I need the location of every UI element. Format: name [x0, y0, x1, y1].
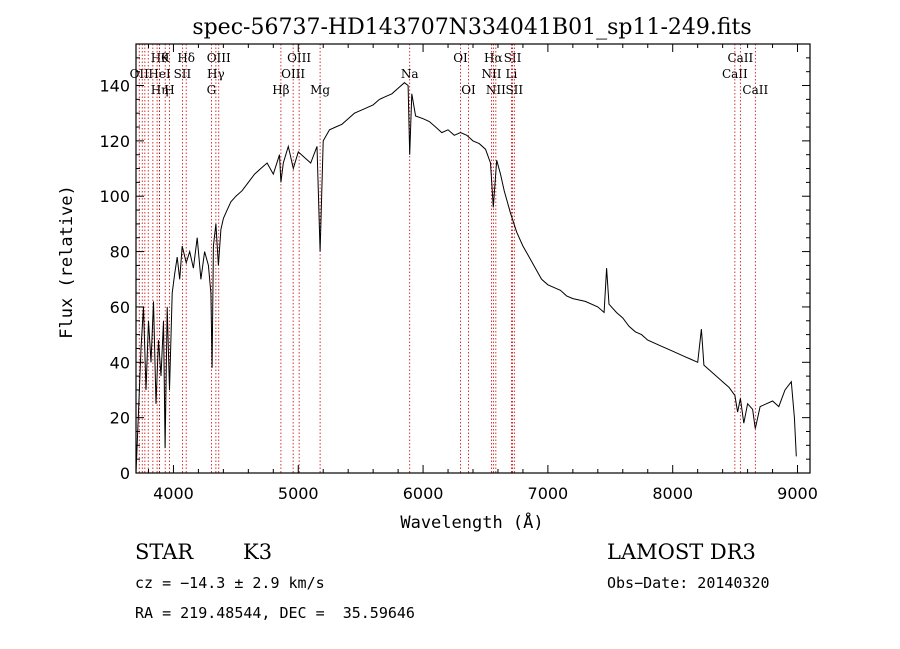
- line-marker-label: Mg: [310, 83, 330, 97]
- x-tick-label: 8000: [652, 484, 693, 503]
- plot-frame: [135, 43, 811, 474]
- y-tick-label: 60: [110, 298, 130, 317]
- y-axis-ticks: 0 20 40 60 80 100 120 140: [99, 57, 810, 483]
- line-marker-label: Li: [506, 67, 518, 81]
- line-marker-label: H: [164, 83, 174, 97]
- line-marker-label: K: [161, 51, 171, 65]
- object-class: STAR: [135, 540, 194, 564]
- x-tick-label: 4000: [153, 484, 194, 503]
- line-marker-label: OII: [130, 67, 150, 81]
- x-tick-label: 5000: [278, 484, 319, 503]
- x-axis-label: Wavelength (Å): [400, 511, 543, 533]
- line-marker-label: SII: [504, 51, 522, 65]
- redshift-text: cz = −14.3 ± 2.9 km/s: [135, 574, 325, 592]
- line-marker-label: G: [207, 83, 217, 97]
- line-marker-label: OIII: [287, 51, 311, 65]
- y-tick-label: 140: [99, 77, 130, 96]
- line-marker-label: Hδ: [177, 51, 195, 65]
- line-marker-label: SII: [174, 67, 192, 81]
- x-tick-label: 7000: [528, 484, 569, 503]
- y-tick-label: 0: [120, 464, 130, 483]
- x-tick-label: 9000: [777, 484, 818, 503]
- line-marker-label: Hη: [151, 83, 169, 97]
- line-marker-label: CaII: [722, 67, 748, 81]
- x-axis-ticks: 4000 5000 6000 7000 8000 9000: [147, 44, 818, 503]
- emission-line-markers: OIIHθHeIHηKHSIIHδGHγOIIIHβOIIIOIIIMgNaOI…: [130, 44, 768, 473]
- line-marker-label: Hβ: [272, 83, 289, 97]
- line-marker-label: NII: [481, 67, 501, 81]
- y-tick-label: 20: [110, 409, 130, 428]
- line-marker-label: OIII: [207, 51, 231, 65]
- y-tick-label: 40: [110, 353, 130, 372]
- y-tick-label: 100: [99, 187, 130, 206]
- line-marker-label: Hγ: [207, 67, 225, 81]
- spectrum-line: [135, 82, 797, 474]
- coordinates-text: RA = 219.48544, DEC = 35.59646: [135, 604, 415, 622]
- y-tick-label: 120: [99, 132, 130, 151]
- x-tick-label: 6000: [403, 484, 444, 503]
- line-marker-label: OI: [461, 83, 476, 97]
- obs-date-text: Obs−Date: 20140320: [607, 574, 770, 592]
- line-marker-label: HeI: [148, 67, 171, 81]
- line-marker-label: CaII: [742, 83, 768, 97]
- line-marker-label: Hα: [484, 51, 503, 65]
- y-tick-label: 80: [110, 243, 130, 262]
- line-marker-label: SII: [505, 83, 523, 97]
- y-axis-label: Flux (relative): [57, 185, 77, 339]
- line-marker-label: OIII: [281, 67, 305, 81]
- line-marker-label: OI: [453, 51, 468, 65]
- line-marker-label: NII: [486, 83, 506, 97]
- spectral-subclass: K3: [243, 540, 273, 564]
- survey-name: LAMOST DR3: [607, 540, 756, 564]
- line-marker-label: Na: [401, 67, 419, 81]
- line-marker-label: CaII: [727, 51, 753, 65]
- chart-title: spec-56737-HD143707N334041B01_sp11-249.f…: [192, 15, 751, 40]
